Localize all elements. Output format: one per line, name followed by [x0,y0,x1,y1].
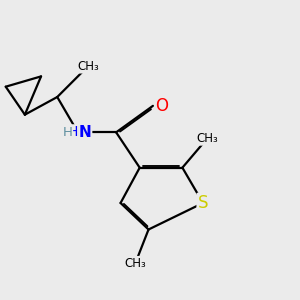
Text: CH₃: CH₃ [124,257,146,270]
Text: CH₃: CH₃ [77,60,99,73]
Text: HN: HN [68,125,88,139]
Text: S: S [198,194,208,212]
Text: O: O [155,97,168,115]
Text: N: N [79,125,92,140]
Text: CH₃: CH₃ [196,132,218,145]
Text: H: H [63,126,73,139]
